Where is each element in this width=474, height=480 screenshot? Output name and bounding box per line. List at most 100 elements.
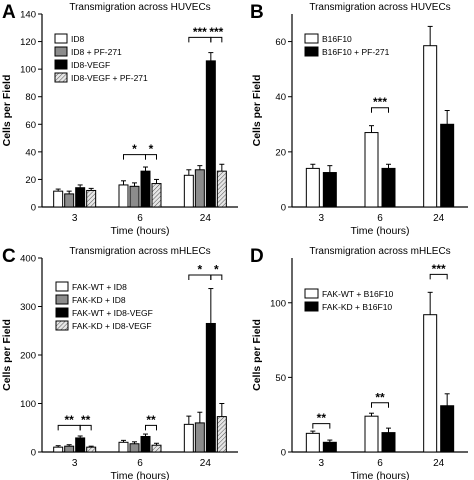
significance-bracket: [312, 423, 331, 429]
significance-label: *: [197, 262, 202, 276]
y-tick-label: 20: [275, 147, 286, 158]
legend-swatch: [55, 320, 69, 331]
x-tick-label: 6: [137, 213, 143, 224]
panel-c: C Transmigration across mHLECs 0 100 200 300 4…: [1, 246, 238, 480]
significance-label: **: [317, 411, 327, 425]
y-tick-label: 80: [25, 92, 36, 103]
bar: [305, 167, 320, 208]
legend-swatch: [304, 288, 319, 299]
x-tick-label: 3: [319, 458, 325, 469]
y-tick-label: 50: [275, 373, 286, 384]
significance-label: *: [214, 262, 219, 276]
bar: [86, 189, 97, 208]
bar: [381, 432, 396, 453]
chart-title: Transmigration across mHLECs: [309, 246, 450, 257]
bar: [364, 415, 379, 453]
y-tick-label: 0: [281, 448, 286, 459]
significance-label: **: [146, 413, 156, 427]
x-axis-label: Time (hours): [110, 225, 169, 237]
y-tick-label: 140: [20, 10, 36, 21]
bar: [305, 432, 320, 453]
x-axis-label: Time (hours): [350, 470, 409, 480]
x-tick-label: 6: [377, 213, 383, 224]
legend-swatch: [54, 46, 68, 57]
legend-swatch: [304, 301, 319, 312]
legend-label: FAK-KD + ID8-VEGF: [72, 321, 152, 331]
bar: [118, 184, 129, 208]
legend-swatch: [54, 33, 68, 44]
bar: [86, 446, 97, 453]
bar: [423, 45, 438, 208]
y-tick-label: 60: [275, 37, 286, 48]
chart-title: Transmigration across HUVECs: [69, 2, 210, 13]
legend-label: FAK-WT + ID8-VEGF: [72, 308, 153, 318]
legend-swatch: [54, 59, 68, 70]
bar: [53, 446, 64, 453]
y-tick-label: 100: [20, 399, 36, 410]
significance-label: ***: [209, 25, 223, 39]
bar: [64, 445, 75, 453]
significance-bracket: [145, 424, 157, 431]
y-tick-label: 40: [275, 92, 286, 103]
bar: [183, 174, 194, 208]
y-tick-label: 300: [20, 302, 36, 313]
panel-letter: A: [2, 2, 16, 23]
legend-swatch: [304, 33, 319, 44]
panel-letter: C: [2, 246, 16, 267]
legend-label: ID8 + PF-271: [71, 47, 122, 57]
y-tick-label: 120: [20, 37, 36, 48]
legend-swatch: [55, 307, 69, 318]
bar: [151, 444, 162, 453]
legend-swatch: [55, 294, 69, 305]
bar: [381, 167, 396, 208]
y-tick-label: 100: [20, 65, 36, 76]
significance-label: ***: [432, 262, 446, 276]
x-tick-label: 24: [433, 213, 445, 224]
legend-label: FAK-WT + B16F10: [322, 289, 394, 299]
bar: [423, 314, 438, 453]
bar: [194, 169, 205, 208]
y-axis-label: Cells per Field: [1, 75, 13, 147]
bar: [194, 422, 205, 453]
bar: [129, 185, 140, 208]
significance-bracket: [210, 36, 223, 43]
significance-label: ***: [373, 95, 387, 109]
x-tick-label: 24: [200, 458, 212, 469]
x-axis-label: Time (hours): [350, 225, 409, 237]
legend-swatch: [304, 46, 319, 57]
legend-label: ID8-VEGF + PF-271: [71, 73, 148, 83]
bar: [151, 183, 162, 208]
significance-label: **: [64, 413, 74, 427]
significance-label: *: [149, 142, 154, 156]
legend-swatch: [54, 72, 68, 83]
panel-a: A Transmigration across HUVECs 0 20 40 60 80 10…: [1, 2, 238, 237]
legend-label: FAK-KD + B16F10: [322, 302, 392, 312]
y-axis-label: Cells per Field: [251, 75, 263, 147]
panel-letter: B: [250, 2, 264, 23]
y-tick-label: 100: [270, 298, 286, 309]
legend-label: ID8: [71, 34, 85, 44]
bar: [53, 190, 64, 208]
bar: [205, 322, 216, 453]
x-tick-label: 24: [200, 213, 212, 224]
bar: [322, 172, 337, 208]
y-tick-label: 200: [20, 351, 36, 362]
bar: [205, 60, 216, 208]
significance-bracket: [371, 107, 389, 113]
bar: [140, 435, 151, 453]
y-tick-label: 0: [31, 203, 36, 214]
chart-title: Transmigration across mHLECs: [69, 246, 210, 257]
significance-label: ***: [193, 25, 207, 39]
bar: [183, 423, 194, 453]
y-tick-label: 20: [25, 175, 36, 186]
bar: [64, 193, 75, 208]
y-axis-label: Cells per Field: [1, 319, 13, 391]
significance-bracket: [79, 424, 92, 431]
bar: [322, 441, 337, 453]
chart-title: Transmigration across HUVECs: [309, 2, 450, 13]
bar: [75, 437, 86, 453]
y-tick-label: 400: [20, 254, 36, 265]
bar: [216, 416, 227, 453]
y-axis-label: Cells per Field: [251, 319, 263, 391]
bar: [216, 170, 227, 208]
